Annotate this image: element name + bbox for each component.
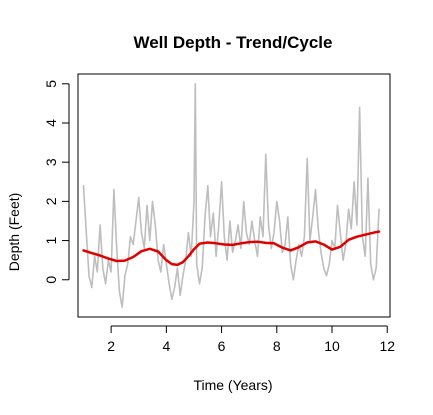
trend-line [82, 230, 381, 267]
chart-title: Well Depth - Trend/Cycle [133, 33, 332, 52]
x-tick-label: 4 [162, 338, 170, 354]
y-tick-label: 0 [43, 276, 59, 284]
x-axis-label: Time (Years) [193, 377, 272, 393]
y-tick-label: 3 [43, 158, 59, 166]
observed-line [82, 83, 380, 309]
plot-frame [77, 73, 391, 318]
x-tick-label: 6 [218, 338, 226, 354]
y-tick-label: 5 [43, 80, 59, 88]
y-tick-label: 2 [43, 197, 59, 205]
y-axis-label: Depth (Feet) [6, 193, 22, 272]
x-tick-label: 8 [273, 338, 281, 354]
y-tick-label: 4 [43, 119, 59, 127]
x-tick-label: 10 [324, 338, 340, 354]
y-tick-label: 1 [43, 236, 59, 244]
x-tick-label: 12 [379, 338, 395, 354]
x-tick-label: 2 [107, 338, 115, 354]
